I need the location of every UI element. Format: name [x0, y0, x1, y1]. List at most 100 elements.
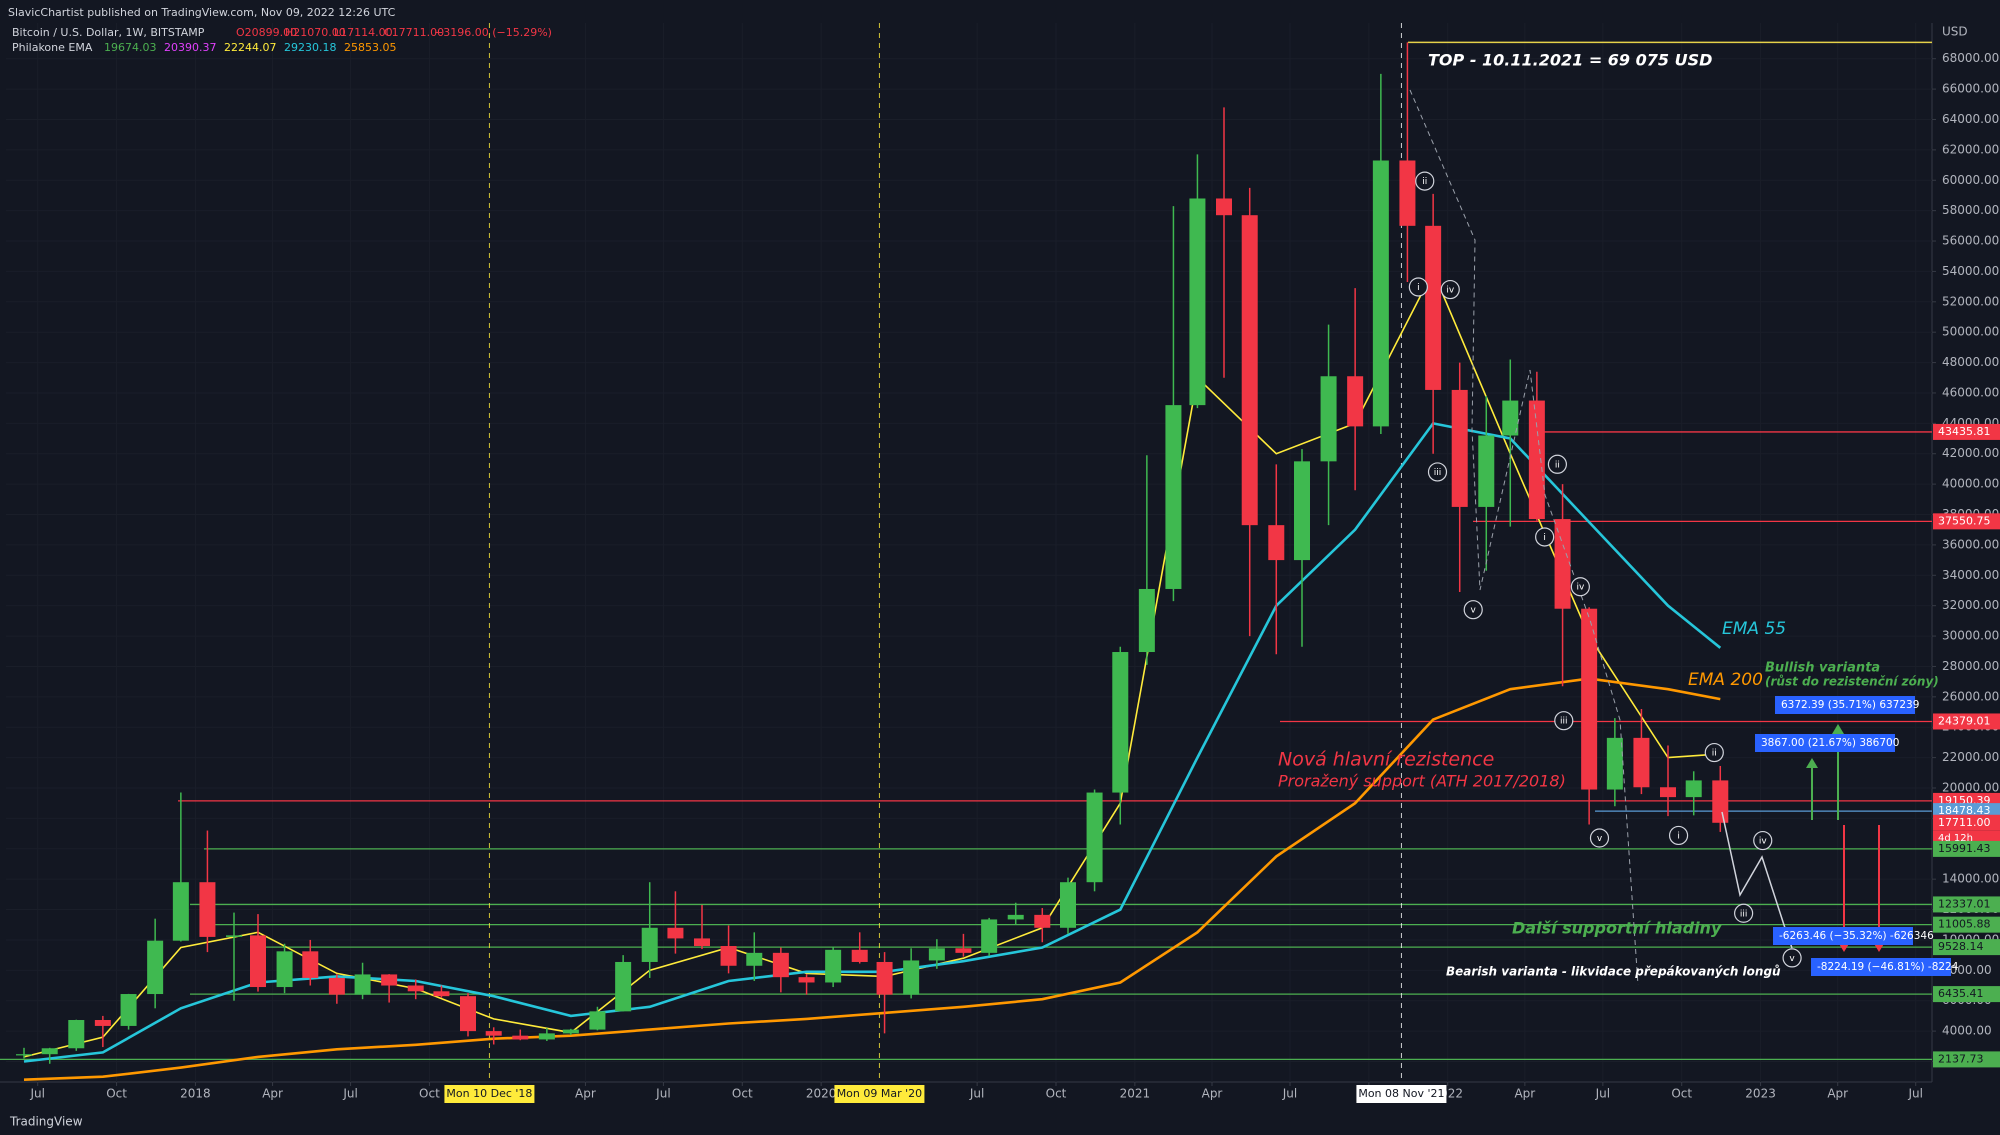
x-tick-label: Jul [1907, 1087, 1922, 1101]
wave-label: iv [1446, 286, 1455, 296]
candle-body [1581, 608, 1598, 790]
indicator-value: 20390.37 [164, 41, 217, 54]
y-tick-label: 46000.00 [1942, 385, 1999, 399]
x-tick-label: Jul [1595, 1087, 1610, 1101]
x-tick-label: Jul [969, 1087, 984, 1101]
level-label-bg [1933, 423, 2000, 440]
wave-label: v [1789, 954, 1795, 964]
indicator-value: 29230.18 [284, 41, 337, 54]
x-tick-label: Apr [262, 1087, 283, 1101]
x-tick-label: Apr [1514, 1087, 1535, 1101]
candle-body [1399, 160, 1416, 226]
x-tick-label: Apr [1827, 1087, 1848, 1101]
candle-body [1189, 198, 1206, 406]
marker-label-bg [834, 1085, 925, 1103]
candle-body [1268, 525, 1285, 561]
candle-body [538, 1033, 555, 1040]
wave-circle [1668, 825, 1689, 846]
wave-circle [1570, 577, 1590, 597]
candle-body [1502, 400, 1519, 436]
x-tick-label: 2018 [180, 1087, 211, 1101]
candle-body [16, 1054, 32, 1056]
y-tick-label: 40000.00 [1942, 477, 1999, 491]
wave-circle [1463, 600, 1483, 620]
y-tick-label: 34000.00 [1942, 568, 1999, 582]
candle-body [589, 1011, 606, 1030]
candle-body [1478, 435, 1495, 507]
y-tick-label: 28000.00 [1942, 659, 1999, 673]
y-tick-label: 30000.00 [1942, 629, 1999, 643]
y-tick-label: 66000.00 [1942, 82, 1999, 96]
y-tick-label: 26000.00 [1942, 689, 1999, 703]
candle-body [485, 1031, 502, 1036]
arrow-head [1806, 758, 1818, 768]
marker-label-bg [444, 1085, 535, 1103]
y-tick-label: 52000.00 [1942, 294, 1999, 308]
measure-bg [1811, 958, 1951, 976]
wave-circle [1427, 462, 1448, 482]
wave-circle [1753, 830, 1773, 851]
annotation: (růst do rezistenční zóny) [1765, 675, 1939, 689]
candle-body [1007, 914, 1024, 920]
marker-label-bg [1356, 1085, 1447, 1103]
candle-body [1294, 461, 1310, 561]
level-label: 18478.43 [1938, 804, 1991, 817]
candle-body [746, 952, 763, 966]
y-tick-label: 54000.00 [1942, 264, 1999, 278]
measure-bg [1775, 696, 1915, 714]
candle-body [1606, 737, 1623, 790]
candle-body [1425, 225, 1442, 390]
candle-body [562, 1029, 579, 1034]
candle-body [798, 977, 815, 983]
candle-body [667, 927, 684, 939]
indicator-value: 22244.07 [224, 41, 277, 54]
y-tick-label: 36000.00 [1942, 537, 1999, 551]
candle-body [381, 974, 398, 986]
level-label-bg [1933, 713, 2000, 730]
annotation: TOP - 10.11.2021 = 69 075 USD [1428, 51, 1712, 70]
measure-bg [1773, 927, 1913, 945]
indicator-value: 25853.05 [344, 41, 397, 54]
wave-label: i [1417, 283, 1420, 293]
candle-body [825, 949, 842, 983]
candle-body [1112, 652, 1129, 793]
x-tick-label: Oct [419, 1087, 440, 1101]
candle-body [68, 1020, 85, 1049]
ohlc-value: O20899.00 [236, 26, 297, 39]
candle-body [1528, 400, 1545, 520]
level-label: 11005.88 [1938, 918, 1991, 931]
annotation: Bullish varianta [1765, 661, 1880, 676]
candle-body [1633, 737, 1650, 788]
level-label: 12337.01 [1938, 897, 1991, 910]
symbol: Bitcoin / U.S. Dollar, 1W, BITSTAMP [12, 26, 205, 39]
y-tick-label: 32000.00 [1942, 598, 1999, 612]
measure-label: 6372.39 (35.71%) 637239 [1781, 699, 1919, 711]
level-label: 15991.43 [1938, 842, 1991, 855]
candle-body [41, 1048, 58, 1055]
indicator-name: Philakone EMA [12, 41, 93, 54]
x-tick-label: Jul [655, 1087, 670, 1101]
measure-bg [1755, 734, 1895, 752]
y-tick-label: 56000.00 [1942, 234, 1999, 248]
wave-label: i [1543, 533, 1546, 543]
level-label-bg [1933, 986, 2000, 1003]
measure-label: -8224.19 (−46.81%) -8224 [1817, 961, 1959, 973]
candle-body [328, 977, 345, 995]
candle-body [1138, 588, 1155, 653]
wave-circle [1535, 527, 1555, 547]
level-label: 24379.01 [1938, 714, 1991, 727]
wave-label: iii [1560, 717, 1568, 727]
candle-body [1034, 914, 1051, 928]
wave-label: v [1597, 834, 1603, 844]
candle-body [354, 974, 371, 995]
annotation: Proražený support (ATH 2017/2018) [1278, 772, 1566, 791]
wave-circle [1704, 742, 1724, 763]
x-tick-label: 2023 [1745, 1087, 1776, 1101]
x-tick-label: Apr [1202, 1087, 1223, 1101]
candle-body [1320, 376, 1337, 462]
level-label-bg [1933, 513, 2000, 530]
y-tick-label: 58000.00 [1942, 203, 1999, 217]
y-tick-label: 42000.00 [1942, 446, 1999, 460]
candle-body [615, 961, 632, 1012]
